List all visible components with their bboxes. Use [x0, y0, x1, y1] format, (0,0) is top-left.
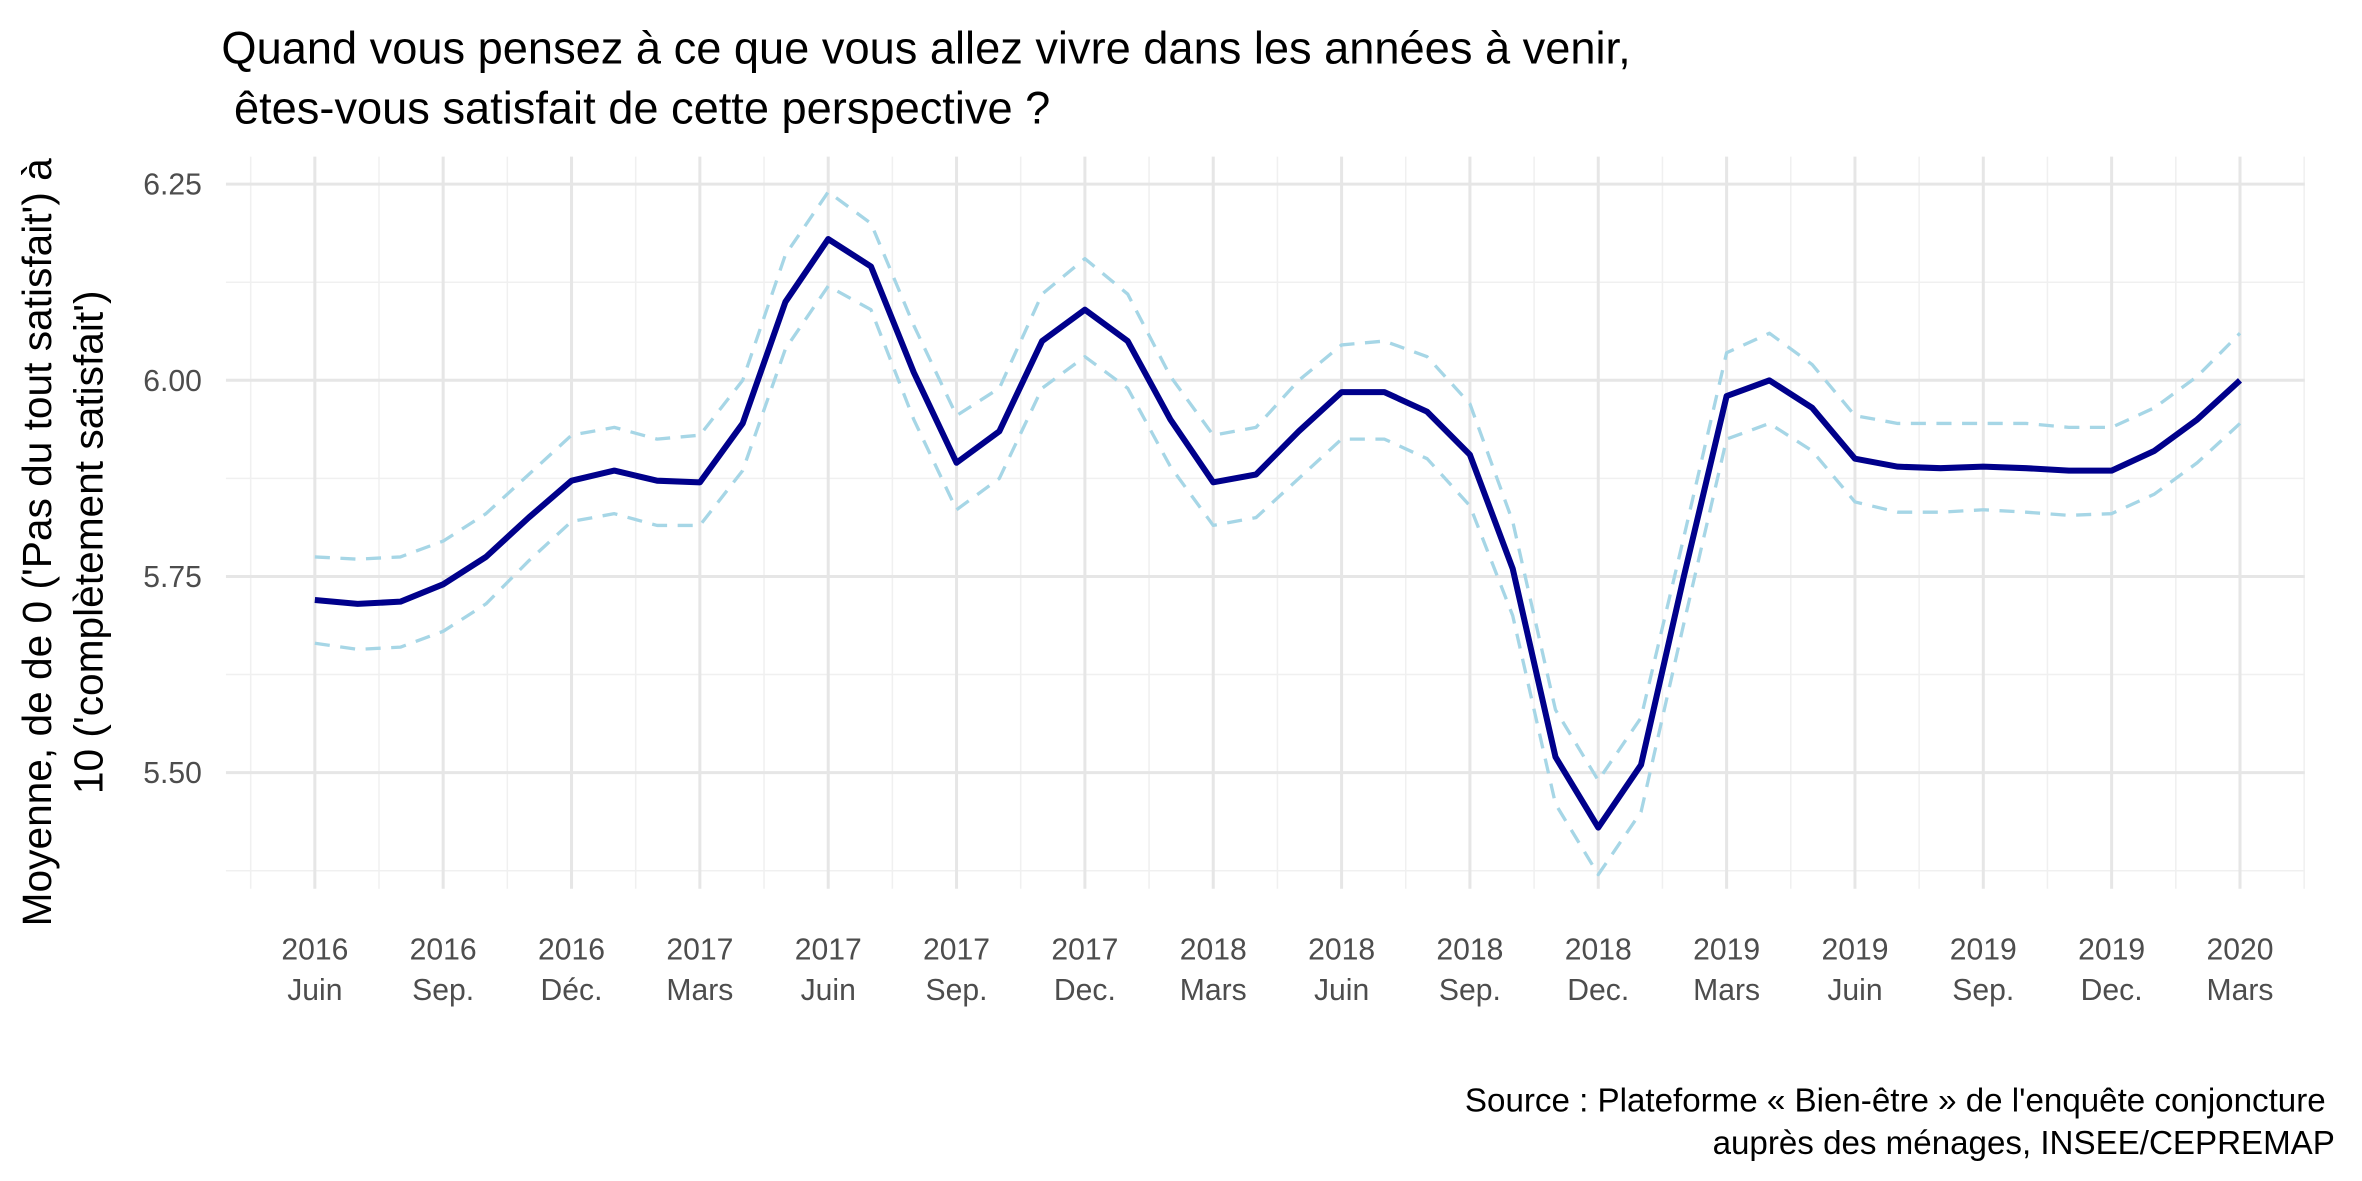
x-tick-label: 2018 Dec. — [1565, 934, 1632, 1008]
x-tick-label: 2016 Juin — [281, 934, 348, 1008]
chart-title: Quand vous pensez à ce que vous allez vi… — [221, 22, 1630, 73]
y-tick-label: 6.00 — [143, 365, 202, 398]
chart-title: êtes-vous satisfait de cette perspective… — [221, 83, 1050, 134]
y-tick-label: 5.50 — [143, 757, 202, 790]
x-tick-label: 2020 Mars — [2206, 934, 2273, 1008]
x-tick-label: 2017 Juin — [795, 934, 862, 1008]
confidence-line — [314, 190, 2242, 783]
x-tick-label: 2018 Juin — [1308, 934, 1375, 1008]
x-tick-label: 2019 Mars — [1693, 934, 1760, 1008]
x-tick-label: 2019 Dec. — [2078, 934, 2145, 1008]
mean-line — [314, 236, 2243, 831]
caption: Source : Plateforme « Bien-être » de l'e… — [1465, 1083, 2335, 1120]
y-axis-label: 10 ('complètement satisfait') — [65, 290, 111, 794]
y-axis-label: Moyenne, de de 0 ('Pas du tout satisfait… — [14, 158, 60, 926]
confidence-line — [314, 284, 2242, 877]
x-tick-label: 2016 Déc. — [538, 934, 605, 1008]
x-tick-label: 2017 Mars — [666, 934, 733, 1008]
x-tick-label: 2018 Sep. — [1436, 934, 1503, 1008]
caption: auprès des ménages, INSEE/CEPREMAP — [1713, 1125, 2335, 1162]
x-tick-label: 2017 Dec. — [1051, 934, 1118, 1008]
y-tick-label: 6.25 — [143, 169, 202, 202]
x-tick-label: 2016 Sep. — [410, 934, 477, 1008]
x-tick-label: 2019 Sep. — [1950, 934, 2017, 1008]
x-tick-label: 2018 Mars — [1180, 934, 1247, 1008]
x-tick-label: 2017 Sep. — [923, 934, 990, 1008]
x-tick-label: 2019 Juin — [1821, 934, 1888, 1008]
y-tick-label: 5.75 — [143, 561, 202, 594]
